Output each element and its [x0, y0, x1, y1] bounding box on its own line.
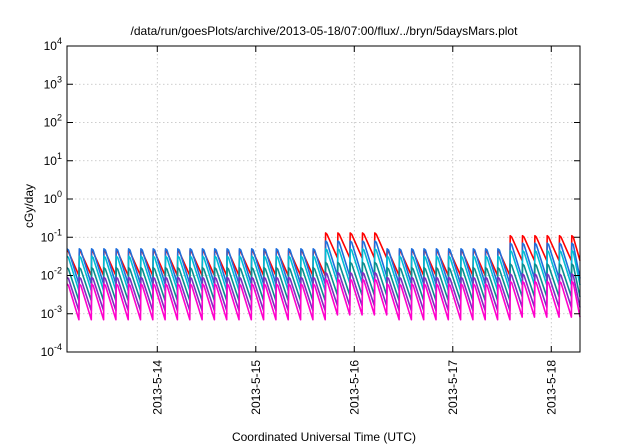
x-axis-label: Coordinated Universal Time (UTC) [232, 430, 416, 444]
y-tick-label: 104 [44, 36, 62, 53]
x-tick-label: 2013-5-18 [544, 360, 558, 415]
y-tick-label: 10-1 [41, 227, 62, 244]
y-tick-label: 101 [44, 151, 62, 168]
series-layer [66, 232, 581, 321]
y-tick-label: 103 [44, 74, 62, 91]
y-tick-label: 10-2 [41, 266, 62, 283]
x-tick-label: 2013-5-17 [446, 360, 460, 415]
y-axis-label: cGy/day [22, 184, 36, 228]
series-line-6 [66, 278, 581, 321]
y-tick-label: 100 [44, 189, 62, 206]
x-tick-label: 2013-5-16 [347, 360, 361, 415]
x-tick-label: 2013-5-14 [150, 360, 164, 415]
x-axis: 2013-5-14 2013-5-15 2013-5-16 2013-5-17 2013… [150, 46, 558, 415]
y-axis: 10-4 10-3 10-2 10-1 100 101 102 103 104 [41, 36, 580, 359]
y-tick-label: 10-3 [41, 304, 62, 321]
y-tick-label: 10-4 [41, 342, 62, 359]
grid [67, 46, 580, 352]
chart-title: /data/run/goesPlots/archive/2013-05-18/0… [131, 24, 519, 38]
y-tick-label: 102 [44, 113, 62, 130]
x-tick-label: 2013-5-15 [249, 360, 263, 415]
